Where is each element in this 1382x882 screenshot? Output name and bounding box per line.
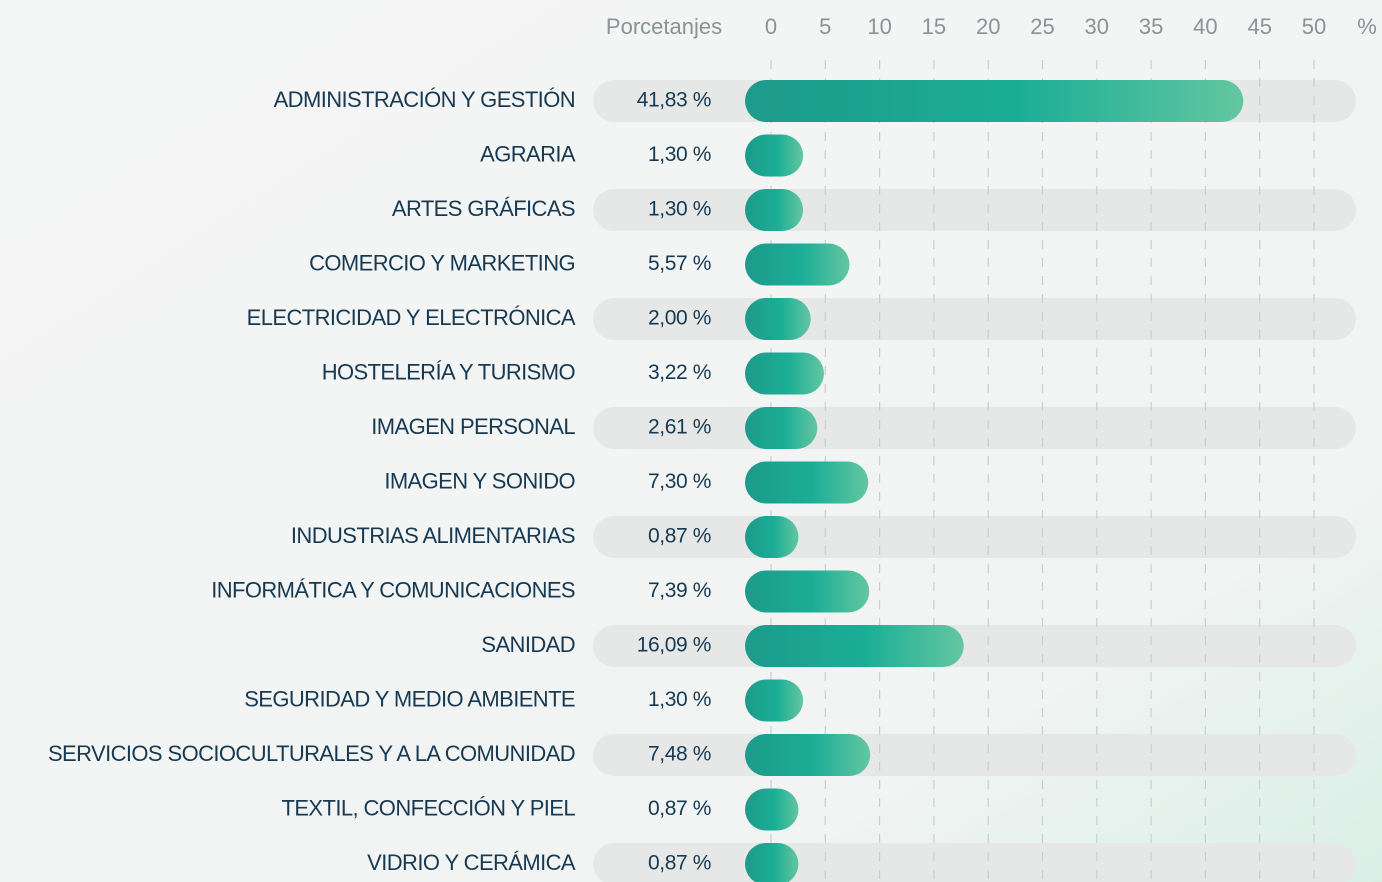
value-label: 2,00 % [648,307,711,330]
value-label: 1,30 % [648,143,711,166]
x-axis-label: % [1357,14,1377,39]
x-tick-label: 15 [922,14,946,39]
bar [745,843,799,882]
category-label: SEGURIDAD Y MEDIO AMBIENTE [244,686,575,711]
value-label: 7,39 % [648,579,711,602]
bar [745,461,869,504]
bar [745,516,799,558]
value-label: 0,87 % [648,852,711,875]
bar [745,407,818,449]
x-tick-label: 50 [1302,14,1326,39]
category-label: ELECTRICIDAD Y ELECTRÓNICA [247,305,576,330]
x-tick-label: 30 [1085,14,1109,39]
bar [745,734,871,776]
category-label: HOSTELERÍA Y TURISMO [322,359,576,384]
value-label: 0,87 % [648,797,711,820]
bar [745,134,804,177]
value-label: 1,30 % [648,198,711,221]
bar [745,788,799,831]
value-label: 41,83 % [637,89,711,112]
bar [745,189,804,231]
bar [745,352,824,395]
category-label: COMERCIO Y MARKETING [309,250,575,275]
value-label: 0,87 % [648,525,711,548]
x-tick-label: 20 [976,14,1000,39]
bar [745,570,870,613]
value-label: 3,22 % [648,361,711,384]
bar [745,679,804,722]
bar [745,625,964,667]
x-tick-label: 35 [1139,14,1163,39]
category-label: IMAGEN PERSONAL [371,414,575,439]
bar [745,80,1244,122]
value-label: 16,09 % [637,634,711,657]
x-tick-label: 45 [1247,14,1271,39]
value-label: 7,48 % [648,743,711,766]
value-label: 7,30 % [648,470,711,493]
x-tick-label: 25 [1030,14,1054,39]
category-label: INFORMÁTICA Y COMUNICACIONES [211,577,575,602]
x-tick-label: 5 [819,14,831,39]
x-tick-label: 40 [1193,14,1217,39]
category-label: SANIDAD [481,632,575,657]
category-label: ARTES GRÁFICAS [392,196,575,221]
category-label: ADMINISTRACIÓN Y GESTIÓN [274,87,575,112]
value-header: Porcetanjes [606,14,722,39]
value-label: 5,57 % [648,252,711,275]
category-label: VIDRIO Y CERÁMICA [367,850,576,875]
bar [745,243,850,286]
x-tick-label: 0 [765,14,777,39]
x-tick-label: 10 [867,14,891,39]
category-label: AGRARIA [480,141,576,166]
category-label: IMAGEN Y SONIDO [384,468,575,493]
category-label: TEXTIL, CONFECCIÓN Y PIEL [282,795,576,820]
category-label: INDUSTRIAS ALIMENTARIAS [291,523,575,548]
bar [745,298,811,340]
category-label: SERVICIOS SOCIOCULTURALES Y A LA COMUNID… [48,741,575,766]
value-label: 1,30 % [648,688,711,711]
value-label: 2,61 % [648,416,711,439]
